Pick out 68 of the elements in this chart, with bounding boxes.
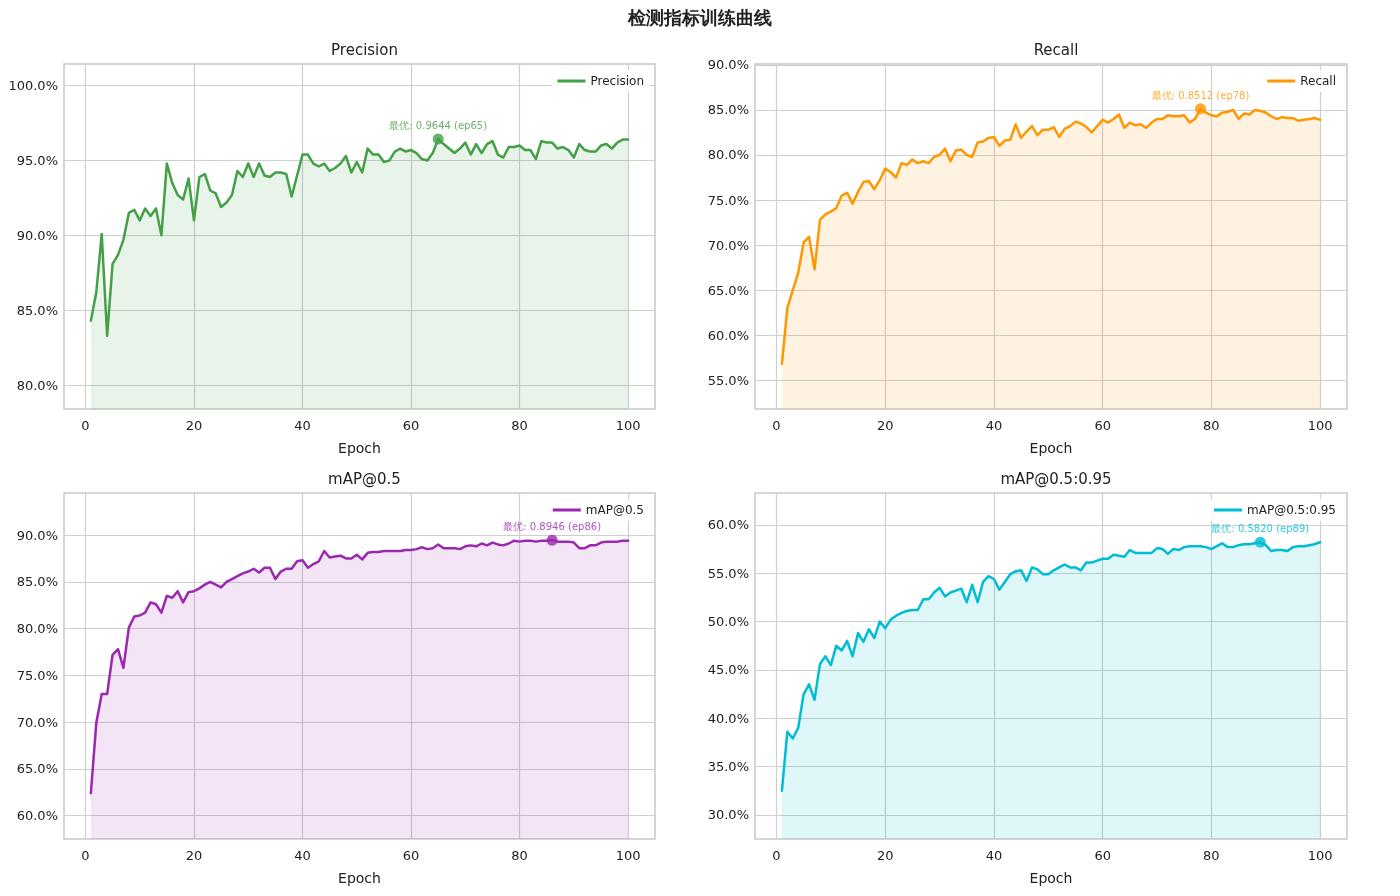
y-tick-label: 55.0% — [707, 565, 749, 581]
annotation: 最优: 0.9644 (ep65) — [389, 119, 488, 131]
y-tick-label: 35.0% — [707, 759, 749, 775]
legend-label: Recall — [1300, 74, 1337, 88]
chart-title: Recall — [1033, 40, 1079, 59]
y-tick-label: 75.0% — [16, 667, 58, 683]
annotation: 最优: 0.8946 (ep86) — [503, 521, 602, 533]
annotation: 最优: 0.8512 (ep78) — [1151, 89, 1250, 101]
x-tick-label: 60 — [402, 848, 420, 863]
x-axis-title: Epoch — [338, 440, 381, 456]
x-tick-label: 80 — [1203, 848, 1220, 863]
x-tick-label: 40 — [294, 418, 311, 433]
y-tick-label: 75.0% — [707, 192, 749, 208]
x-tick-label: 20 — [876, 848, 894, 863]
y-tick-label: 30.0% — [707, 807, 749, 823]
y-tick-label: 80.0% — [16, 377, 58, 393]
y-tick-label: 50.0% — [707, 614, 749, 630]
x-tick-label: 20 — [876, 418, 894, 433]
chart-title: mAP@0.5 — [328, 469, 401, 488]
x-tick-label: 60 — [1094, 418, 1111, 433]
y-tick-label: 60.0% — [707, 517, 749, 533]
x-tick-label: 40 — [294, 848, 311, 863]
x-tick-label: 100 — [1307, 418, 1333, 433]
text: 检测指标训练曲线 — [628, 7, 772, 28]
y-tick-label: 85.0% — [16, 302, 58, 318]
x-tick-label: 40 — [985, 848, 1003, 863]
y-tick-label: 90.0% — [707, 57, 749, 73]
y-tick-label: 95.0% — [16, 153, 58, 169]
x-tick-label: 100 — [615, 848, 641, 863]
y-tick-label: 60.0% — [16, 808, 58, 824]
x-tick-label: 0 — [772, 418, 781, 433]
y-tick-label: 70.0% — [707, 237, 749, 253]
chart-title: mAP@0.5:0.95 — [1000, 469, 1112, 488]
x-tick-label: 20 — [185, 418, 203, 433]
y-tick-label: 100.0% — [8, 78, 58, 94]
y-tick-label: 40.0% — [707, 710, 749, 726]
x-tick-label: 80 — [511, 848, 528, 863]
legend-label: mAP@0.5:0.95 — [1247, 503, 1336, 517]
legend-label: mAP@0.5 — [585, 503, 644, 517]
y-tick-label: 65.0% — [707, 282, 749, 298]
x-tick-label: 60 — [402, 418, 420, 433]
x-axis-title: Epoch — [338, 870, 381, 886]
x-tick-label: 80 — [511, 418, 528, 433]
y-tick-label: 55.0% — [707, 372, 749, 388]
x-axis-title: Epoch — [1029, 440, 1073, 456]
x-tick-label: 40 — [985, 418, 1003, 433]
x-tick-label: 60 — [1094, 848, 1111, 863]
y-tick-label: 80.0% — [707, 147, 749, 163]
y-tick-label: 65.0% — [16, 761, 58, 777]
y-tick-label: 70.0% — [16, 714, 58, 730]
y-tick-label: 45.0% — [707, 662, 749, 678]
y-tick-label: 60.0% — [707, 327, 749, 343]
y-tick-label: 90.0% — [16, 527, 58, 543]
x-axis-title: Epoch — [1029, 870, 1073, 886]
chart-title: Precision — [331, 40, 398, 59]
y-tick-label: 80.0% — [16, 621, 58, 637]
y-tick-label: 85.0% — [707, 102, 749, 118]
annotation: 最优: 0.5820 (ep89) — [1211, 523, 1310, 535]
y-tick-label: 85.0% — [16, 574, 58, 590]
x-tick-label: 20 — [185, 848, 203, 863]
x-tick-label: 0 — [81, 848, 90, 863]
y-tick-label: 90.0% — [16, 227, 58, 243]
x-tick-label: 100 — [1307, 848, 1333, 863]
x-tick-label: 0 — [772, 848, 781, 863]
legend-label: Precision — [590, 74, 644, 88]
x-tick-label: 0 — [81, 418, 90, 433]
x-tick-label: 80 — [1203, 418, 1220, 433]
x-tick-label: 100 — [615, 418, 641, 433]
